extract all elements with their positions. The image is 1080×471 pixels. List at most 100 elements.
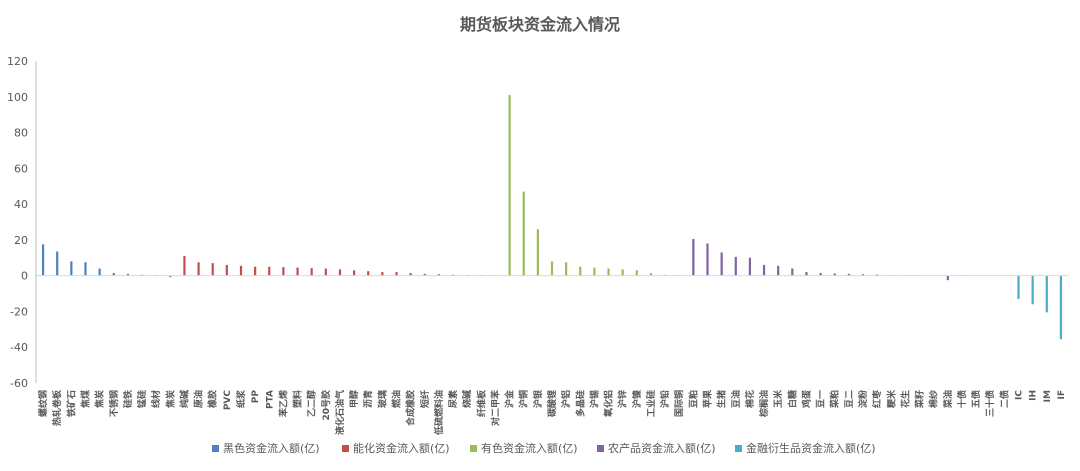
bar bbox=[635, 270, 638, 276]
x-tick-label: 十债 bbox=[956, 390, 968, 408]
x-tick-label: IM bbox=[1043, 390, 1053, 402]
x-tick-label: 塑料 bbox=[292, 390, 304, 408]
y-tick-label: -20 bbox=[10, 305, 28, 318]
x-tick-label: 淀粉 bbox=[857, 390, 869, 408]
legend-swatch bbox=[342, 445, 349, 452]
bar bbox=[946, 275, 949, 281]
x-tick-label: IC bbox=[1015, 390, 1025, 400]
bar bbox=[254, 266, 257, 276]
x-tick-label: 液化石油气 bbox=[334, 390, 346, 435]
x-tick-label: 低硫燃料油 bbox=[433, 390, 445, 436]
bar bbox=[98, 268, 101, 276]
x-tick-label: 焦煤 bbox=[79, 390, 91, 409]
x-tick-label: 沪锡 bbox=[588, 390, 600, 408]
x-tick-label: 苹果 bbox=[702, 389, 714, 408]
bar bbox=[607, 268, 610, 276]
legend-swatch bbox=[735, 445, 742, 452]
x-tick-label: 螺纹钢 bbox=[37, 390, 49, 417]
legend-label: 能化资金流入额(亿) bbox=[353, 441, 450, 455]
bar bbox=[84, 262, 87, 276]
x-tick-label: 棉花 bbox=[744, 390, 756, 408]
x-axis: 螺纹钢 热轧卷板 铁矿石 焦煤 焦炭 不锈钢 硅铁 锰硅 线材 焦炭 纯碱 原油 橡胶 PVC 纸浆 PP PT… bbox=[36, 275, 1068, 436]
legend-label: 农产品资金流入额(亿) bbox=[608, 441, 716, 455]
x-tick-label: 硅铁 bbox=[122, 390, 134, 408]
bar bbox=[876, 274, 879, 276]
bar bbox=[593, 267, 596, 276]
x-tick-label: 红枣 bbox=[871, 389, 883, 408]
legend-label: 黑色资金流入额(亿) bbox=[223, 441, 320, 455]
x-tick-label: 沪铝 bbox=[560, 390, 572, 408]
bar bbox=[437, 274, 441, 276]
bar bbox=[126, 273, 129, 276]
x-tick-label: 沥青 bbox=[362, 390, 374, 408]
x-tick-label: 三十债 bbox=[984, 390, 996, 417]
bar bbox=[847, 273, 850, 276]
x-tick-label: 白糖 bbox=[786, 390, 798, 408]
x-tick-label: 豆一 bbox=[816, 390, 827, 408]
bar bbox=[1017, 275, 1020, 299]
x-tick-label: 铁矿石 bbox=[65, 390, 77, 417]
y-tick-label: 40 bbox=[14, 198, 28, 211]
x-tick-label: 短纤 bbox=[419, 390, 431, 408]
x-tick-label: 苯乙烯 bbox=[277, 390, 289, 418]
x-tick-label: 菜油 bbox=[942, 390, 954, 409]
y-tick-label: -40 bbox=[10, 341, 28, 354]
x-tick-label: 沪金 bbox=[504, 389, 516, 408]
legend-swatch bbox=[597, 445, 604, 452]
x-tick-label: 棉纱 bbox=[928, 390, 940, 408]
x-tick-label: 沪铜 bbox=[518, 390, 530, 408]
x-tick-label: 碳酸锂 bbox=[546, 390, 558, 417]
x-tick-label: 热轧卷板 bbox=[51, 389, 63, 426]
bar bbox=[762, 264, 766, 276]
x-tick-label: 20号胶 bbox=[320, 390, 332, 421]
x-tick-label: 豆油 bbox=[730, 390, 742, 408]
x-tick-label: 锰硅 bbox=[136, 390, 148, 408]
y-tick-label: 120 bbox=[7, 55, 28, 68]
bar bbox=[423, 273, 426, 276]
x-tick-label: 纯碱 bbox=[178, 390, 190, 408]
bar bbox=[296, 267, 299, 276]
y-tick-label: 20 bbox=[14, 234, 28, 247]
chart-title: 期货板块资金流入情况 bbox=[460, 15, 620, 34]
x-tick-label: 不锈钢 bbox=[108, 390, 120, 417]
bar bbox=[536, 229, 539, 276]
x-tick-label: 粳米 bbox=[885, 389, 897, 409]
x-tick-label: 烧碱 bbox=[461, 390, 473, 408]
x-tick-label: PP bbox=[251, 390, 261, 404]
x-tick-label: 玉米 bbox=[772, 389, 784, 408]
bar bbox=[197, 262, 200, 276]
x-tick-label: 花生 bbox=[899, 390, 911, 408]
bar bbox=[819, 272, 822, 276]
x-tick-label: 尿素 bbox=[447, 390, 459, 408]
x-tick-label: 线材 bbox=[150, 390, 162, 408]
x-tick-label: 原油 bbox=[193, 390, 205, 408]
bar bbox=[70, 261, 73, 276]
x-tick-label: 乙二醇 bbox=[306, 390, 318, 417]
x-tick-label: 棕榈油 bbox=[758, 390, 770, 418]
bar bbox=[239, 265, 243, 276]
legend: 黑色资金流入额(亿) 能化资金流入额(亿) 有色资金流入额(亿) 农产品资金流入额(亿… bbox=[212, 441, 876, 455]
y-tick-label: 60 bbox=[14, 162, 28, 175]
x-tick-label: 国际铜 bbox=[673, 390, 685, 417]
bar bbox=[183, 255, 186, 276]
legend-swatch bbox=[212, 445, 219, 452]
x-tick-label: IH bbox=[1029, 390, 1039, 401]
legend-swatch bbox=[470, 445, 477, 452]
x-tick-label: 焦炭 bbox=[164, 390, 176, 409]
y-tick-label: 100 bbox=[7, 91, 28, 104]
x-tick-label: 甲醇 bbox=[348, 390, 360, 408]
bar bbox=[649, 272, 653, 276]
x-tick-label: 沪银 bbox=[532, 389, 544, 408]
bar bbox=[352, 270, 356, 276]
bar bbox=[508, 94, 511, 276]
x-tick-label: 橡胶 bbox=[207, 390, 219, 408]
bar bbox=[268, 266, 271, 276]
x-tick-label: 二债 bbox=[998, 390, 1010, 408]
legend-label: 金融衍生品资金流入额(亿) bbox=[746, 441, 876, 455]
x-tick-label: 工业硅 bbox=[645, 390, 657, 417]
bar bbox=[777, 265, 780, 276]
bar bbox=[169, 275, 172, 278]
x-tick-label: 焦炭 bbox=[94, 390, 106, 409]
bar bbox=[720, 252, 723, 276]
